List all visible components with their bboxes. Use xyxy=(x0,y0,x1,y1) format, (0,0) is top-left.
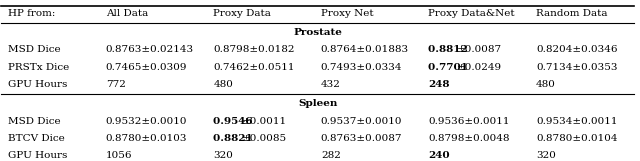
Text: BTCV Dice: BTCV Dice xyxy=(8,134,65,143)
Text: GPU Hours: GPU Hours xyxy=(8,80,67,89)
Text: 0.8763±0.0087: 0.8763±0.0087 xyxy=(321,134,403,143)
Text: ±0.0087: ±0.0087 xyxy=(457,45,502,54)
Text: 0.9532±0.0010: 0.9532±0.0010 xyxy=(106,117,188,126)
Text: Proxy Data&Net: Proxy Data&Net xyxy=(428,9,515,18)
Text: 0.8821: 0.8821 xyxy=(213,134,257,143)
Text: 0.9537±0.0010: 0.9537±0.0010 xyxy=(321,117,403,126)
Text: 1056: 1056 xyxy=(106,151,132,160)
Text: MSD Dice: MSD Dice xyxy=(8,45,60,54)
Text: HP from:: HP from: xyxy=(8,9,55,18)
Text: 0.8204±0.0346: 0.8204±0.0346 xyxy=(536,45,618,54)
Text: GPU Hours: GPU Hours xyxy=(8,151,67,160)
Text: ±0.0085: ±0.0085 xyxy=(242,134,287,143)
Text: 320: 320 xyxy=(213,151,233,160)
Text: 0.8763±0.02143: 0.8763±0.02143 xyxy=(106,45,194,54)
Text: 0.7701: 0.7701 xyxy=(428,63,472,72)
Text: 0.8798±0.0182: 0.8798±0.0182 xyxy=(213,45,295,54)
Text: 248: 248 xyxy=(428,80,450,89)
Text: Proxy Net: Proxy Net xyxy=(321,9,374,18)
Text: Random Data: Random Data xyxy=(536,9,607,18)
Text: 240: 240 xyxy=(428,151,450,160)
Text: ±0.0249: ±0.0249 xyxy=(457,63,502,72)
Text: 282: 282 xyxy=(321,151,340,160)
Text: 0.9546: 0.9546 xyxy=(213,117,257,126)
Text: 0.7465±0.0309: 0.7465±0.0309 xyxy=(106,63,188,72)
Text: 0.9536±0.0011: 0.9536±0.0011 xyxy=(428,117,510,126)
Text: 0.9534±0.0011: 0.9534±0.0011 xyxy=(536,117,618,126)
Text: 0.8798±0.0048: 0.8798±0.0048 xyxy=(428,134,510,143)
Text: PRSTx Dice: PRSTx Dice xyxy=(8,63,69,72)
Text: Prostate: Prostate xyxy=(293,28,342,37)
Text: Proxy Data: Proxy Data xyxy=(213,9,271,18)
Text: 0.7134±0.0353: 0.7134±0.0353 xyxy=(536,63,618,72)
Text: 480: 480 xyxy=(213,80,233,89)
Text: ±0.0011: ±0.0011 xyxy=(242,117,287,126)
Text: Spleen: Spleen xyxy=(298,99,337,108)
Text: 0.8764±0.01883: 0.8764±0.01883 xyxy=(321,45,409,54)
Text: 320: 320 xyxy=(536,151,556,160)
Text: 0.7462±0.0511: 0.7462±0.0511 xyxy=(213,63,295,72)
Text: MSD Dice: MSD Dice xyxy=(8,117,60,126)
Text: 0.8812: 0.8812 xyxy=(428,45,472,54)
Text: 0.7493±0.0334: 0.7493±0.0334 xyxy=(321,63,403,72)
Text: All Data: All Data xyxy=(106,9,148,18)
Text: 0.8780±0.0103: 0.8780±0.0103 xyxy=(106,134,188,143)
Text: 0.8780±0.0104: 0.8780±0.0104 xyxy=(536,134,618,143)
Text: 432: 432 xyxy=(321,80,340,89)
Text: 772: 772 xyxy=(106,80,125,89)
Text: 480: 480 xyxy=(536,80,556,89)
